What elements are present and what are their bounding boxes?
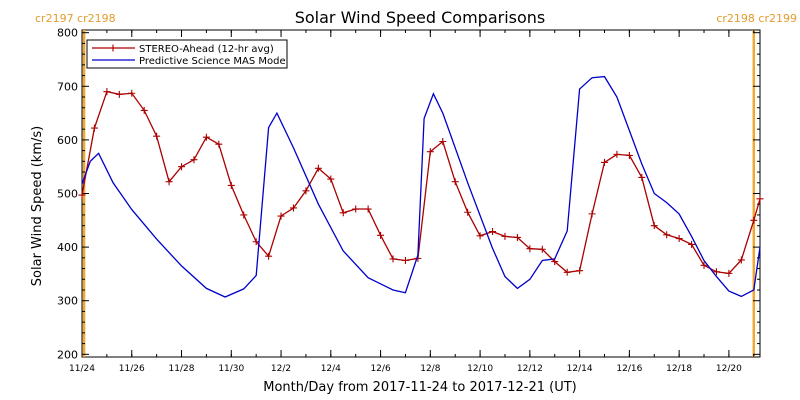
data-point-stereo [750, 216, 758, 224]
data-point-stereo [302, 187, 310, 195]
data-point-stereo [426, 148, 434, 156]
data-point-stereo [364, 205, 372, 213]
data-point-stereo [165, 178, 173, 186]
y-tick-label: 700 [57, 80, 78, 93]
x-tick-label: 11/26 [119, 364, 145, 374]
data-point-stereo [464, 208, 472, 216]
data-point-stereo [401, 257, 409, 265]
data-point-stereo [576, 267, 584, 275]
data-point-stereo [277, 212, 285, 220]
y-axis-ticks: 200 300 400 500 600 700 800 [57, 27, 760, 361]
data-point-stereo [314, 164, 322, 172]
legend-box [86, 39, 288, 69]
x-tick-label: 12/14 [567, 364, 593, 374]
data-point-stereo [501, 232, 509, 240]
data-point-stereo [650, 222, 658, 230]
series-line-stereo [81, 90, 761, 275]
data-point-stereo [339, 209, 347, 217]
chart-title: Solar Wind Speed Comparisons [295, 8, 546, 27]
y-tick-label: 200 [57, 348, 78, 361]
data-point-stereo [451, 178, 459, 186]
x-tick-label: 12/20 [716, 364, 742, 374]
carrington-label-right: cr2198 cr2199 [716, 12, 797, 25]
data-point-stereo [103, 88, 111, 96]
data-point-stereo [115, 90, 123, 98]
x-tick-label: 12/6 [370, 364, 390, 374]
x-tick-label: 12/12 [517, 364, 543, 374]
data-point-stereo [439, 138, 447, 146]
data-point-stereo [675, 235, 683, 243]
data-point-stereo [240, 211, 248, 219]
x-tick-label: 11/30 [218, 364, 244, 374]
data-point-stereo [389, 255, 397, 263]
data-point-stereo [513, 233, 521, 241]
data-point-stereo [289, 204, 297, 212]
data-point-stereo [215, 140, 223, 148]
data-point-stereo [178, 163, 186, 171]
data-point-stereo [588, 210, 596, 218]
data-point-stereo [712, 268, 720, 276]
data-point-stereo [538, 245, 546, 253]
data-point-stereo [202, 133, 210, 141]
data-point-stereo [700, 261, 708, 269]
data-point-stereo [377, 231, 385, 239]
x-tick-label: 12/4 [321, 364, 341, 374]
data-point-stereo [526, 245, 534, 253]
series-layer [78, 75, 764, 298]
data-point-stereo [265, 252, 273, 260]
x-tick-label: 12/8 [420, 364, 440, 374]
data-point-stereo [725, 269, 733, 277]
y-tick-label: 300 [57, 295, 78, 308]
x-axis-ticks: 11/24 11/26 11/28 11/30 12/2 12/4 12/6 12/8 12/1… [69, 30, 755, 374]
data-point-stereo [756, 195, 764, 203]
data-point-stereo [476, 232, 484, 240]
data-point-stereo [140, 106, 148, 114]
data-point-stereo [638, 173, 646, 181]
data-point-stereo [128, 89, 136, 97]
y-axis-label: Solar Wind Speed (km/s) [30, 126, 45, 286]
data-point-stereo [90, 124, 98, 132]
data-point-stereo [78, 191, 86, 199]
data-point-stereo [737, 256, 745, 264]
data-point-stereo [327, 175, 335, 183]
x-tick-label: 11/24 [69, 364, 95, 374]
data-point-stereo [613, 150, 621, 158]
data-point-stereo [489, 228, 497, 236]
legend-label-model: Predictive Science MAS Model [139, 56, 288, 67]
x-tick-label: 12/18 [666, 364, 692, 374]
data-point-stereo [563, 268, 571, 276]
data-point-stereo [600, 158, 608, 166]
legend-marker-stereo [109, 44, 117, 52]
y-tick-label: 800 [57, 27, 78, 40]
x-tick-label: 12/2 [271, 364, 291, 374]
data-point-stereo [688, 240, 696, 248]
data-point-stereo [352, 205, 360, 213]
carrington-lines [82, 30, 756, 357]
y-tick-label: 600 [57, 134, 78, 147]
y-tick-label: 500 [57, 188, 78, 201]
data-point-stereo [190, 156, 198, 164]
legend: STEREO-Ahead (12-hr avg) Predictive Scie… [86, 39, 288, 69]
data-point-stereo [663, 231, 671, 239]
series-line-model [81, 75, 761, 298]
y-tick-label: 400 [57, 241, 78, 254]
x-tick-label: 12/10 [467, 364, 493, 374]
x-tick-label: 12/16 [616, 364, 642, 374]
x-axis-label: Month/Day from 2017-11-24 to 2017-12-21 … [263, 380, 576, 395]
x-tick-label: 11/28 [169, 364, 195, 374]
carrington-label-left: cr2197 cr2198 [35, 12, 116, 25]
legend-label-stereo: STEREO-Ahead (12-hr avg) [139, 44, 274, 55]
data-point-stereo [153, 132, 161, 140]
data-point-stereo [227, 181, 235, 189]
data-point-stereo [625, 151, 633, 159]
